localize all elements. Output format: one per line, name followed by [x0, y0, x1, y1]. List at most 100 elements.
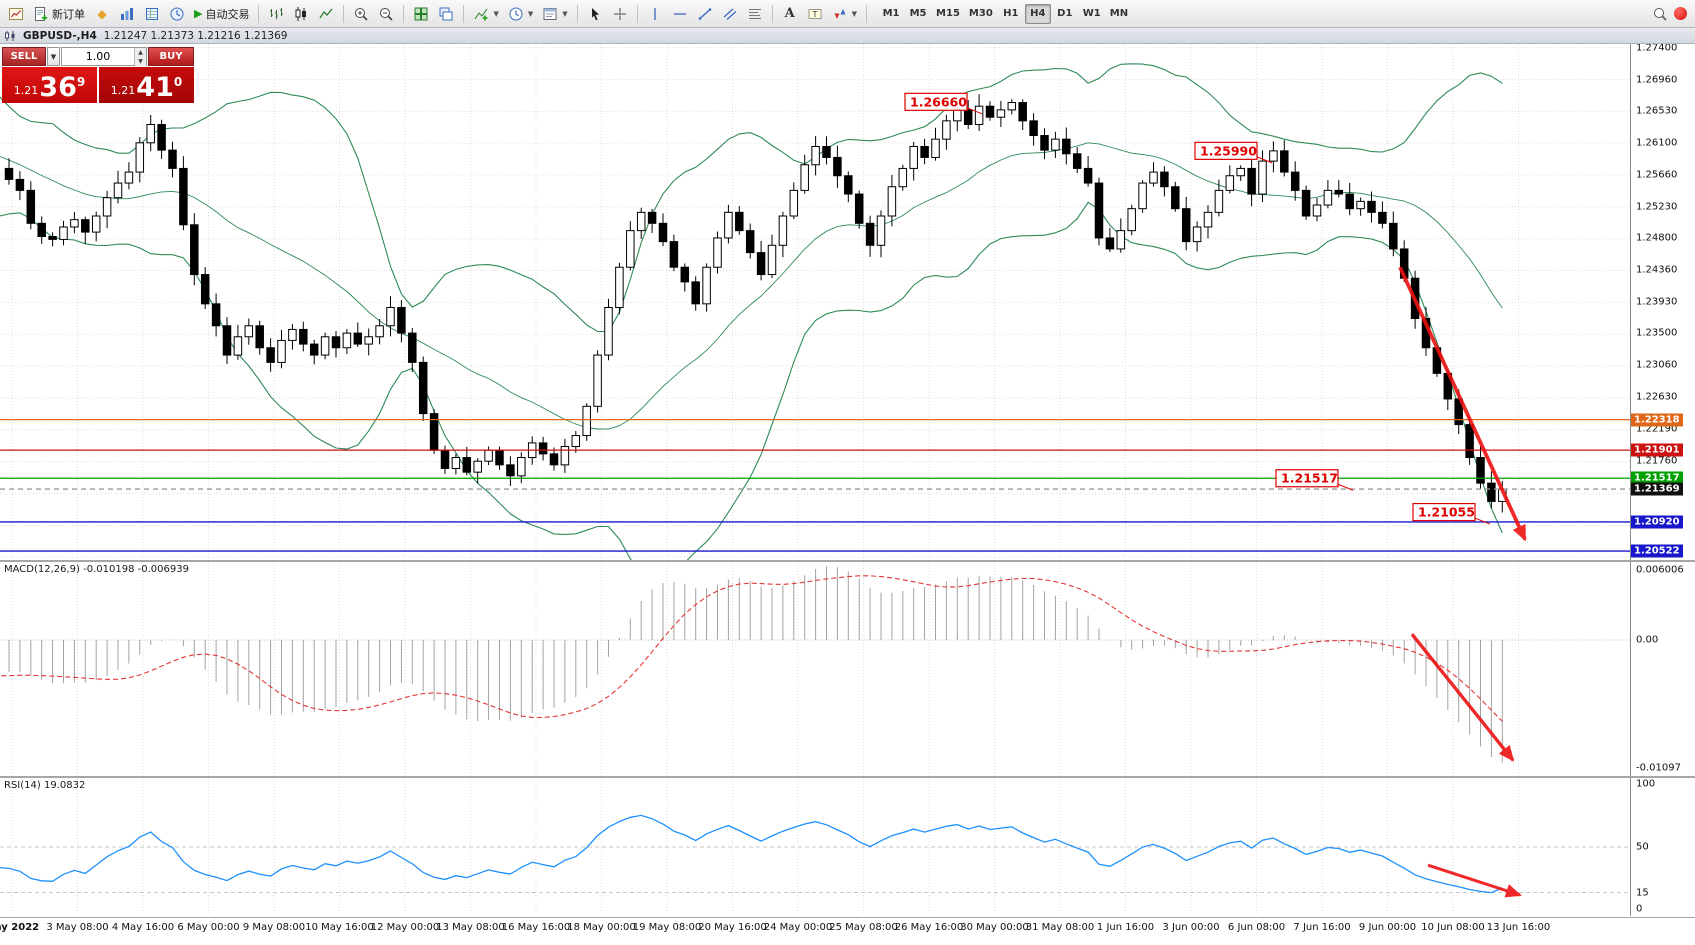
price-tick: 1.22190: [1636, 423, 1678, 435]
timeframe-button-m30[interactable]: M30: [965, 4, 997, 24]
new-chart-button[interactable]: [4, 3, 28, 25]
chevron-down-icon: ▼: [493, 9, 499, 18]
time-axis-label: 19 May 08:00: [632, 922, 702, 933]
navigator-icon: [170, 7, 184, 20]
price-axis[interactable]: 1.27400 1.26960 1.26530 1.26100 1.25660 1.252…: [1630, 42, 1695, 560]
chevron-down-icon: ▼: [851, 9, 858, 18]
rsi-canvas[interactable]: [0, 778, 1630, 916]
bar-chart-button[interactable]: [264, 3, 288, 25]
horizontal-line-button[interactable]: [668, 3, 692, 25]
autotrading-button[interactable]: ▶ 自动交易: [190, 3, 253, 25]
time-axis-label: 26 May 16:00: [894, 922, 964, 933]
time-axis[interactable]: May 2022 3 May 08:004 May 16:006 May 00:0…: [0, 917, 1695, 945]
time-axis-label: 4 May 16:00: [111, 922, 175, 933]
main-chart-panel[interactable]: 1.26660 1.25990 1.21517 1.21055 SELL ▼ ▲ ▼ …: [0, 44, 1630, 560]
timeframe-button-w1[interactable]: W1: [1079, 4, 1105, 24]
chevron-down-icon: ▼: [527, 9, 534, 18]
cascade-windows-button[interactable]: [434, 3, 458, 25]
text-label-button[interactable]: T: [803, 3, 827, 25]
price-tick: 1.25230: [1636, 201, 1678, 212]
crosshair-button[interactable]: [608, 3, 632, 25]
price-chart-canvas[interactable]: 1.26660 1.25990 1.21517 1.21055: [0, 44, 1630, 560]
toolbar-separator: [771, 4, 773, 23]
play-icon: ▶: [194, 7, 203, 20]
candlestick-chart-button[interactable]: [289, 3, 313, 25]
volume-decrease-button[interactable]: ▼: [135, 57, 146, 66]
favorites-button[interactable]: ◆: [90, 3, 114, 25]
macd-axis-label: 0.006006: [1636, 564, 1684, 576]
text-button[interactable]: A: [778, 3, 802, 25]
volume-increase-button[interactable]: ▲: [135, 48, 146, 57]
volume-dropdown-button[interactable]: ▼: [47, 47, 60, 66]
svg-text:1.25990: 1.25990: [1200, 143, 1257, 158]
timeframe-button-h4[interactable]: H4: [1024, 3, 1051, 24]
arrows-tool-button[interactable]: ▼: [828, 3, 861, 25]
timeframe-button-mn[interactable]: MN: [1106, 4, 1132, 24]
price-tick: 1.24360: [1636, 264, 1678, 276]
cursor-button[interactable]: [583, 3, 607, 25]
sell-button[interactable]: SELL: [2, 47, 46, 66]
timeframe-button-d1[interactable]: D1: [1052, 4, 1078, 24]
macd-canvas[interactable]: [0, 562, 1630, 776]
data-window-icon: [146, 7, 158, 20]
zoom-in-button[interactable]: [349, 3, 373, 25]
vertical-line-button[interactable]: [643, 3, 667, 25]
time-axis-label: May 2022: [0, 922, 40, 933]
macd-panel[interactable]: MACD(12,26,9) -0.010198 -0.006939: [0, 562, 1630, 776]
time-axis-label: 10 Jun 08:00: [1421, 922, 1485, 933]
buy-price-pipette: 0: [173, 75, 183, 89]
market-watch-icon: [121, 7, 133, 20]
buy-price-display[interactable]: 1.21 41 0: [99, 67, 194, 103]
market-watch-button[interactable]: [115, 3, 139, 25]
fibonacci-button[interactable]: [743, 3, 767, 25]
timeframe-button-m1[interactable]: M1: [878, 4, 904, 24]
time-axis-label: 10 May 16:00: [305, 922, 374, 933]
volume-input[interactable]: [62, 48, 134, 65]
panel-splitter[interactable]: [0, 560, 1695, 562]
timeframe-button-h1[interactable]: H1: [998, 4, 1024, 24]
price-tick: 1.23060: [1636, 359, 1678, 371]
trendline-button[interactable]: [693, 3, 717, 25]
timeframe-button-m5[interactable]: M5: [905, 4, 931, 24]
notification-icon[interactable]: [1674, 7, 1687, 20]
rsi-axis-label: 15: [1636, 887, 1649, 898]
sell-price-big-figure: 1.21: [13, 84, 39, 97]
indicators-button[interactable]: ▼: [469, 3, 502, 25]
time-axis-label: 20 May 16:00: [698, 922, 767, 933]
channel-button[interactable]: [718, 3, 742, 25]
panel-splitter[interactable]: [0, 776, 1695, 778]
line-chart-button[interactable]: [314, 3, 338, 25]
price-badge: 1.21517: [1631, 471, 1683, 485]
timeframe-button-m15[interactable]: M15: [932, 4, 964, 24]
rsi-axis-label: 50: [1636, 841, 1649, 853]
candlestick-chart-icon: [295, 6, 307, 21]
toolbar-separator: [636, 4, 638, 23]
time-axis-label: 7 Jun 16:00: [1293, 922, 1351, 933]
toolbar-separator: [258, 4, 260, 23]
price-tick: 1.22630: [1636, 391, 1678, 403]
time-axis-label: 18 May 00:00: [567, 922, 636, 933]
sell-price-display[interactable]: 1.21 36 9: [2, 67, 97, 103]
periods-button[interactable]: ▼: [504, 3, 537, 25]
sell-price-pips: 36: [39, 72, 77, 103]
channel-icon: [723, 8, 737, 20]
data-window-button[interactable]: [140, 3, 164, 25]
buy-button[interactable]: BUY: [148, 47, 194, 66]
vertical-line-icon: [653, 7, 656, 20]
search-icon[interactable]: [1652, 6, 1668, 22]
zoom-out-button[interactable]: [374, 3, 398, 25]
tile-windows-button[interactable]: [409, 3, 433, 25]
volume-input-wrap: ▲ ▼: [61, 47, 147, 66]
navigator-button[interactable]: [165, 3, 189, 25]
macd-label: MACD(12,26,9) -0.010198 -0.006939: [4, 564, 189, 575]
toolbar: 新订单 ◆ ▶ 自动交易: [0, 0, 1695, 28]
chart-icon: [9, 7, 23, 20]
text-icon: A: [784, 6, 795, 21]
price-tick: 1.26960: [1636, 74, 1678, 86]
rsi-panel[interactable]: RSI(14) 19.0832: [0, 778, 1630, 916]
rsi-axis: 100 50 15 0: [1630, 778, 1695, 916]
rsi-axis-label: 0: [1636, 903, 1643, 915]
templates-button[interactable]: ▼: [538, 3, 571, 25]
new-order-button[interactable]: 新订单: [29, 3, 89, 25]
